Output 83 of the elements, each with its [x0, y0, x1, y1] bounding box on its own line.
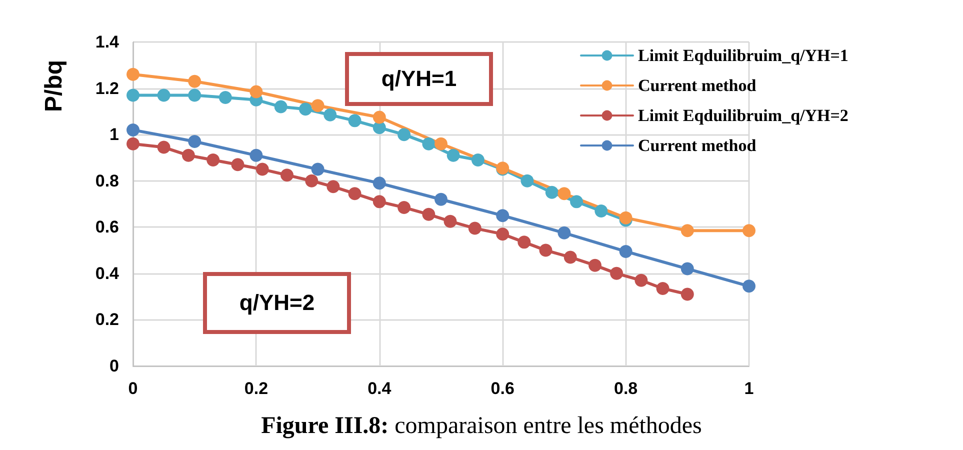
- point: [496, 209, 510, 222]
- y-tick-label: 1.2: [95, 78, 119, 98]
- text: Figure III.8: comparaison entre les méthodes: [261, 413, 702, 439]
- point: [126, 88, 140, 102]
- point: [182, 148, 195, 162]
- point: [231, 158, 244, 172]
- point: [471, 154, 484, 167]
- point: [570, 195, 584, 208]
- point: [610, 266, 624, 280]
- legend-label: Current method: [638, 136, 757, 155]
- point: [680, 262, 694, 276]
- point: [434, 137, 448, 150]
- point: [280, 168, 294, 182]
- point: [188, 88, 202, 102]
- point: [372, 110, 386, 124]
- point: [468, 222, 482, 235]
- point: [742, 280, 756, 293]
- y-tick-label: 1: [110, 125, 119, 144]
- point: [496, 228, 510, 241]
- point: [372, 176, 386, 190]
- x-tick-label: 0.6: [490, 379, 514, 398]
- x-tick-label: 1: [744, 379, 754, 398]
- y-tick-label: 0.4: [95, 264, 120, 283]
- point: [256, 162, 269, 176]
- point: [594, 204, 608, 218]
- point: [680, 288, 694, 301]
- point: [398, 200, 411, 214]
- y-tick-label: 0.2: [95, 310, 119, 330]
- point: [250, 148, 263, 162]
- point: [348, 187, 362, 200]
- point: [126, 137, 140, 150]
- y-axis-title: P/bq: [40, 60, 68, 112]
- point: [348, 114, 362, 128]
- point: [434, 192, 448, 206]
- point: [680, 224, 694, 238]
- point: [326, 180, 340, 194]
- point: [422, 208, 436, 221]
- point: [518, 236, 531, 249]
- point: [558, 187, 571, 200]
- point: [188, 74, 202, 88]
- point: [311, 99, 324, 112]
- point: [564, 250, 577, 264]
- point: [446, 148, 460, 162]
- x-tick-label: 0: [128, 379, 138, 398]
- point: [742, 224, 756, 238]
- point: [298, 102, 312, 116]
- point: [444, 214, 457, 228]
- legend-label: Current method: [638, 76, 757, 95]
- point: [372, 195, 386, 208]
- point: [619, 211, 632, 224]
- text-frame: q/YH=1: [345, 52, 493, 106]
- y-tick-label: 0: [110, 356, 119, 376]
- point: [188, 135, 202, 148]
- point: [539, 244, 552, 257]
- point: [398, 128, 411, 142]
- x-tick-label: 0.8: [614, 379, 638, 398]
- legend-label: Limit Eqduilibruim_q/YH=1: [638, 46, 848, 65]
- point: [558, 226, 571, 240]
- point: [218, 91, 232, 104]
- point: [656, 282, 670, 295]
- point: [157, 140, 170, 154]
- y-tick-label: 0.8: [95, 171, 119, 190]
- point: [126, 123, 140, 136]
- x-tick-label: 0.4: [368, 379, 392, 398]
- x-tick-label: 0.2: [244, 379, 268, 398]
- point: [157, 88, 170, 102]
- point: [274, 100, 288, 114]
- y-tick-label: 0.6: [95, 218, 119, 237]
- point: [324, 108, 337, 122]
- point: [311, 162, 324, 176]
- point: [206, 154, 220, 167]
- point: [634, 274, 648, 287]
- y-tick-label: 1.4: [95, 32, 120, 52]
- point: [545, 186, 558, 199]
- point: [422, 137, 436, 150]
- text-frame: q/YH=2: [203, 272, 351, 334]
- point: [126, 68, 140, 81]
- point: [520, 174, 534, 188]
- point: [305, 174, 318, 188]
- legend-label: Limit Eqduilibruim_q/YH=2: [638, 106, 848, 125]
- point: [619, 244, 632, 258]
- point: [250, 85, 263, 98]
- point: [588, 258, 602, 272]
